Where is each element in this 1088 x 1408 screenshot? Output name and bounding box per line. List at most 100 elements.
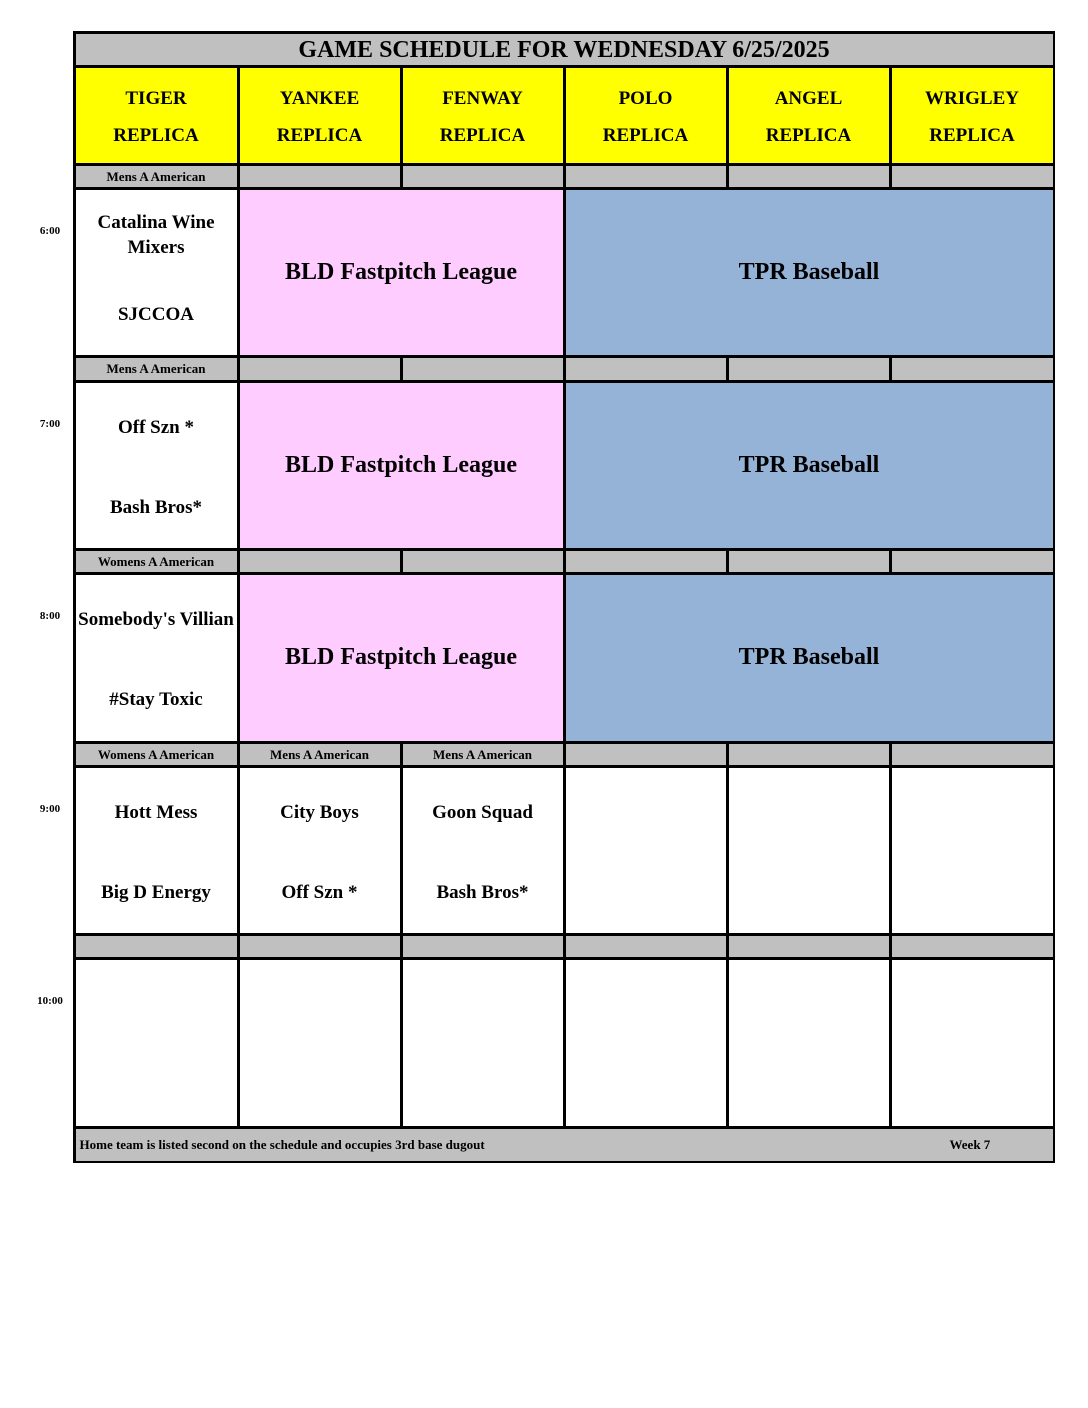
game-cell [891,767,1053,933]
division-label [891,357,1053,380]
field-header-wrigley: WRIGLEY REPLICA [891,67,1053,163]
division-label [728,357,889,380]
game-cell [891,959,1053,1126]
division-label: Womens A American [75,550,237,572]
game-cell: Off Szn * Bash Bros* [75,382,237,548]
game-cell [239,959,400,1126]
division-label [239,550,400,572]
time-label: 6:00 [39,225,61,237]
field-header-polo: POLO REPLICA [565,67,726,163]
home-team: Bash Bros* [76,493,237,523]
field-header-yankee: YANKEE REPLICA [239,67,400,163]
division-label [891,165,1053,187]
schedule-title: GAME SCHEDULE FOR WEDNESDAY 6/25/2025 [75,33,1053,65]
game-cell [565,959,726,1126]
field-subtitle: REPLICA [276,124,363,146]
division-label: Mens A American [75,165,237,187]
home-team: Bash Bros* [403,878,563,908]
away-team: Off Szn * [76,389,237,467]
home-team: Off Szn * [240,878,400,908]
away-team-name: Catalina Wine Mixers [97,211,215,258]
division-label [891,550,1053,572]
division-label [402,935,563,957]
division-label [75,935,237,957]
division-label: Womens A American [75,743,237,765]
game-cell [402,959,563,1126]
league-block: TPR Baseball [565,189,1053,355]
league-block: BLD Fastpitch League [239,574,563,741]
footer-note: Home team is listed second on the schedu… [79,1136,485,1152]
time-label: 8:00 [39,610,61,622]
division-label [728,743,889,765]
game-cell: Hott Mess Big D Energy [75,767,237,933]
game-cell [75,959,237,1126]
away-team: City Boys [240,774,400,852]
field-subtitle: REPLICA [929,124,1015,146]
home-team: SJCCOA [76,300,237,330]
week-label: Week 7 [949,1136,991,1152]
away-team-name: Off Szn * [118,417,194,438]
field-name: POLO [618,87,673,109]
field-name: FENWAY [442,87,523,109]
division-label [402,357,563,380]
division-label [728,550,889,572]
away-team-name: City Boys [280,802,359,823]
division-label: Mens A American [239,743,400,765]
division-label [728,165,889,187]
time-label: 9:00 [39,803,61,815]
division-label [565,357,726,380]
division-label: Mens A American [75,357,237,380]
home-team: Big D Energy [76,878,237,908]
home-team-name: Big D Energy [101,882,211,903]
home-team: #Stay Toxic [76,685,237,715]
field-name: YANKEE [279,87,360,109]
home-team-name: Bash Bros* [436,882,529,903]
game-cell: City Boys Off Szn * [239,767,400,933]
time-label: 10:00 [37,995,63,1007]
division-label [891,743,1053,765]
field-name: WRIGLEY [925,87,1019,109]
division-label [402,550,563,572]
division-label [565,550,726,572]
game-cell [728,959,889,1126]
away-team: Catalina Wine Mixers [76,196,237,274]
division-label: Mens A American [402,743,563,765]
away-team: Goon Squad [403,774,563,852]
away-team: Hott Mess [76,774,237,852]
league-block: BLD Fastpitch League [239,189,563,355]
field-name: TIGER [125,87,187,109]
away-team-name: Goon Squad [432,802,533,823]
division-label [239,935,400,957]
footer-bar: Home team is listed second on the schedu… [75,1128,1053,1161]
field-subtitle: REPLICA [439,124,526,146]
game-cell: Somebody's Villian #Stay Toxic [75,574,237,741]
time-label: 7:00 [39,418,61,430]
game-cell: Goon Squad Bash Bros* [402,767,563,933]
division-label [565,935,726,957]
home-team-name: SJCCOA [117,304,194,325]
field-name: ANGEL [774,87,843,109]
league-block: BLD Fastpitch League [239,382,563,548]
game-cell [728,767,889,933]
field-subtitle: REPLICA [113,124,199,146]
away-team: Somebody's Villian [76,581,237,659]
league-block: TPR Baseball [565,574,1053,741]
field-subtitle: REPLICA [602,124,689,146]
field-subtitle: REPLICA [765,124,852,146]
league-block: TPR Baseball [565,382,1053,548]
division-label [565,165,726,187]
away-team-name: Hott Mess [114,802,198,823]
division-label [891,935,1053,957]
division-label [239,165,400,187]
game-cell: Catalina Wine Mixers SJCCOA [75,189,237,355]
division-label [728,935,889,957]
away-team-name: Somebody's Villian [78,609,234,630]
game-cell [565,767,726,933]
home-team-name: Off Szn * [281,882,358,903]
division-label [239,357,400,380]
field-header-fenway: FENWAY REPLICA [402,67,563,163]
field-header-tiger: TIGER REPLICA [75,67,237,163]
division-label [565,743,726,765]
home-team-name: #Stay Toxic [109,689,203,710]
